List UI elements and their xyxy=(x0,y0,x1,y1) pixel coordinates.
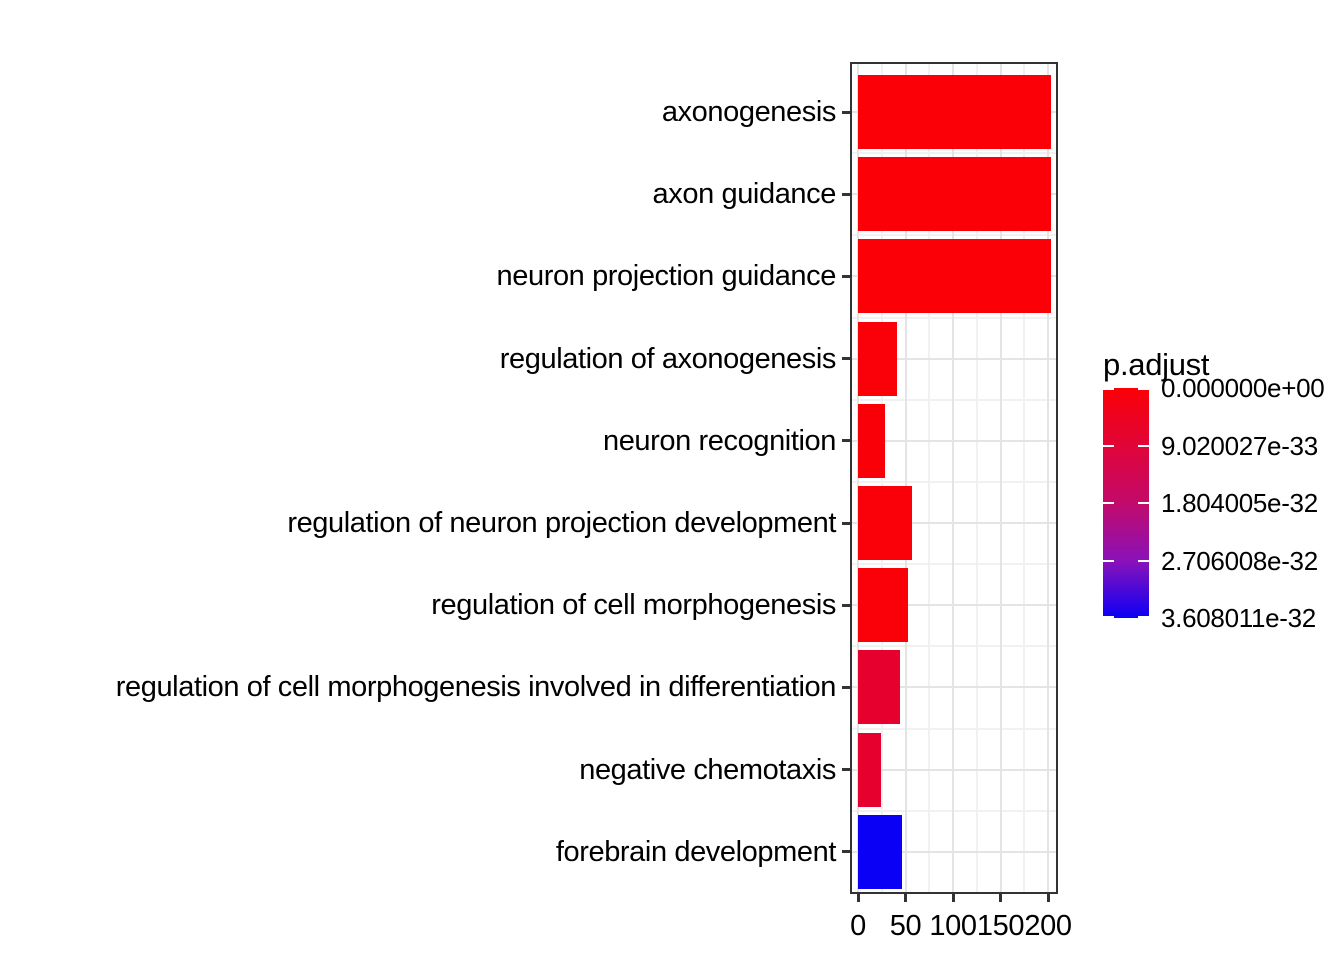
colorbar-tick-right xyxy=(1138,502,1149,504)
bar-regulation-of-cell-morphogenesis xyxy=(858,568,909,643)
gridline-minor-horizontal xyxy=(850,563,1058,566)
colorbar-tick-left xyxy=(1103,559,1114,562)
y-tick-mark xyxy=(842,603,850,607)
legend-colorbar xyxy=(1103,388,1149,618)
bar-regulation-of-axonogenesis xyxy=(858,321,897,396)
category-label: regulation of cell morphogenesis involve… xyxy=(115,671,837,704)
category-label: neuron recognition xyxy=(602,424,836,457)
gridline-major-horizontal xyxy=(850,604,1058,607)
gridline-major-horizontal xyxy=(850,357,1058,360)
category-label: regulation of axonogenesis xyxy=(499,342,837,375)
colorbar-label: 1.804005e-32 xyxy=(1161,488,1318,518)
bar-regulation-of-cell-morphogenesis-involved-in-differentiation xyxy=(858,650,900,725)
gridline-minor-vertical xyxy=(880,62,883,894)
colorbar-tick-left xyxy=(1103,616,1114,618)
colorbar-tick-left xyxy=(1103,502,1114,504)
y-tick-mark xyxy=(842,439,850,443)
x-tick-label: 0 xyxy=(850,910,866,942)
gridline-major-horizontal xyxy=(850,522,1058,524)
gridline-major-vertical xyxy=(1047,62,1049,894)
y-tick-mark xyxy=(842,274,850,278)
gridline-minor-vertical xyxy=(975,62,978,894)
gridline-major-vertical xyxy=(904,62,907,894)
gridline-minor-horizontal xyxy=(850,727,1058,730)
colorbar-tick-right xyxy=(1138,444,1149,447)
bar-axonogenesis xyxy=(858,75,1051,149)
gridline-minor-horizontal xyxy=(850,480,1058,483)
category-label: regulation of neuron projection developm… xyxy=(287,507,836,539)
x-tick-mark xyxy=(999,894,1002,902)
gridline-minor-horizontal xyxy=(850,316,1058,319)
colorbar-tick-left xyxy=(1103,444,1114,447)
gridline-major-horizontal xyxy=(850,686,1058,689)
colorbar-label: 3.608011e-32 xyxy=(1161,603,1316,633)
gridline-minor-horizontal xyxy=(850,152,1058,155)
colorbar-label: 2.706008e-32 xyxy=(1161,545,1318,576)
bar-negative-chemotaxis xyxy=(858,732,881,807)
colorbar-tick-right xyxy=(1138,388,1149,390)
category-label: axonogenesis xyxy=(661,96,837,128)
gridline-minor-horizontal xyxy=(850,234,1058,237)
bar-neuron-recognition xyxy=(858,403,885,478)
gridline-minor-horizontal xyxy=(850,398,1058,401)
y-tick-mark xyxy=(842,521,850,525)
colorbar-tick-right xyxy=(1138,559,1149,562)
x-tick-label: 100 xyxy=(929,910,977,942)
legend-title: p.adjust xyxy=(1103,347,1210,382)
colorbar-label: 9.020027e-33 xyxy=(1161,430,1318,461)
y-tick-mark xyxy=(842,850,850,854)
bar-regulation-of-neuron-projection-development xyxy=(858,486,913,560)
y-tick-mark xyxy=(842,357,850,361)
gridline-major-vertical xyxy=(999,62,1002,894)
x-tick-label: 150 xyxy=(976,910,1025,942)
category-label: forebrain development xyxy=(555,835,837,868)
x-tick-mark xyxy=(1046,894,1050,902)
x-tick-label: 50 xyxy=(889,910,922,942)
x-tick-label: 200 xyxy=(1024,910,1072,942)
gridline-major-horizontal xyxy=(850,850,1058,853)
x-tick-mark xyxy=(856,894,860,902)
colorbar-label: 0.000000e+00 xyxy=(1161,373,1325,403)
x-tick-mark xyxy=(951,894,955,902)
bar-axon-guidance xyxy=(858,157,1051,232)
gridline-major-horizontal xyxy=(850,439,1058,442)
category-label: regulation of cell morphogenesis xyxy=(431,589,836,622)
category-label: neuron projection guidance xyxy=(496,260,837,293)
gridline-major-vertical xyxy=(952,62,954,894)
colorbar-tick-left xyxy=(1103,388,1114,390)
gridline-minor-horizontal xyxy=(850,809,1058,812)
category-label: negative chemotaxis xyxy=(579,753,836,786)
y-tick-mark xyxy=(842,685,850,689)
category-label: axon guidance xyxy=(652,178,837,211)
plot-panel xyxy=(850,62,1058,894)
colorbar-tick-right xyxy=(1138,616,1149,618)
gridline-minor-vertical xyxy=(928,62,931,894)
bar-forebrain-development xyxy=(858,814,902,889)
gridline-major-horizontal xyxy=(850,768,1058,771)
gridline-major-vertical xyxy=(857,62,859,894)
y-tick-mark xyxy=(842,768,850,772)
bar-neuron-projection-guidance xyxy=(858,239,1051,314)
y-tick-mark xyxy=(842,192,850,196)
gridline-minor-horizontal xyxy=(850,645,1058,648)
x-tick-mark xyxy=(904,894,907,902)
gridline-minor-vertical xyxy=(1023,62,1026,894)
y-tick-mark xyxy=(842,110,850,114)
